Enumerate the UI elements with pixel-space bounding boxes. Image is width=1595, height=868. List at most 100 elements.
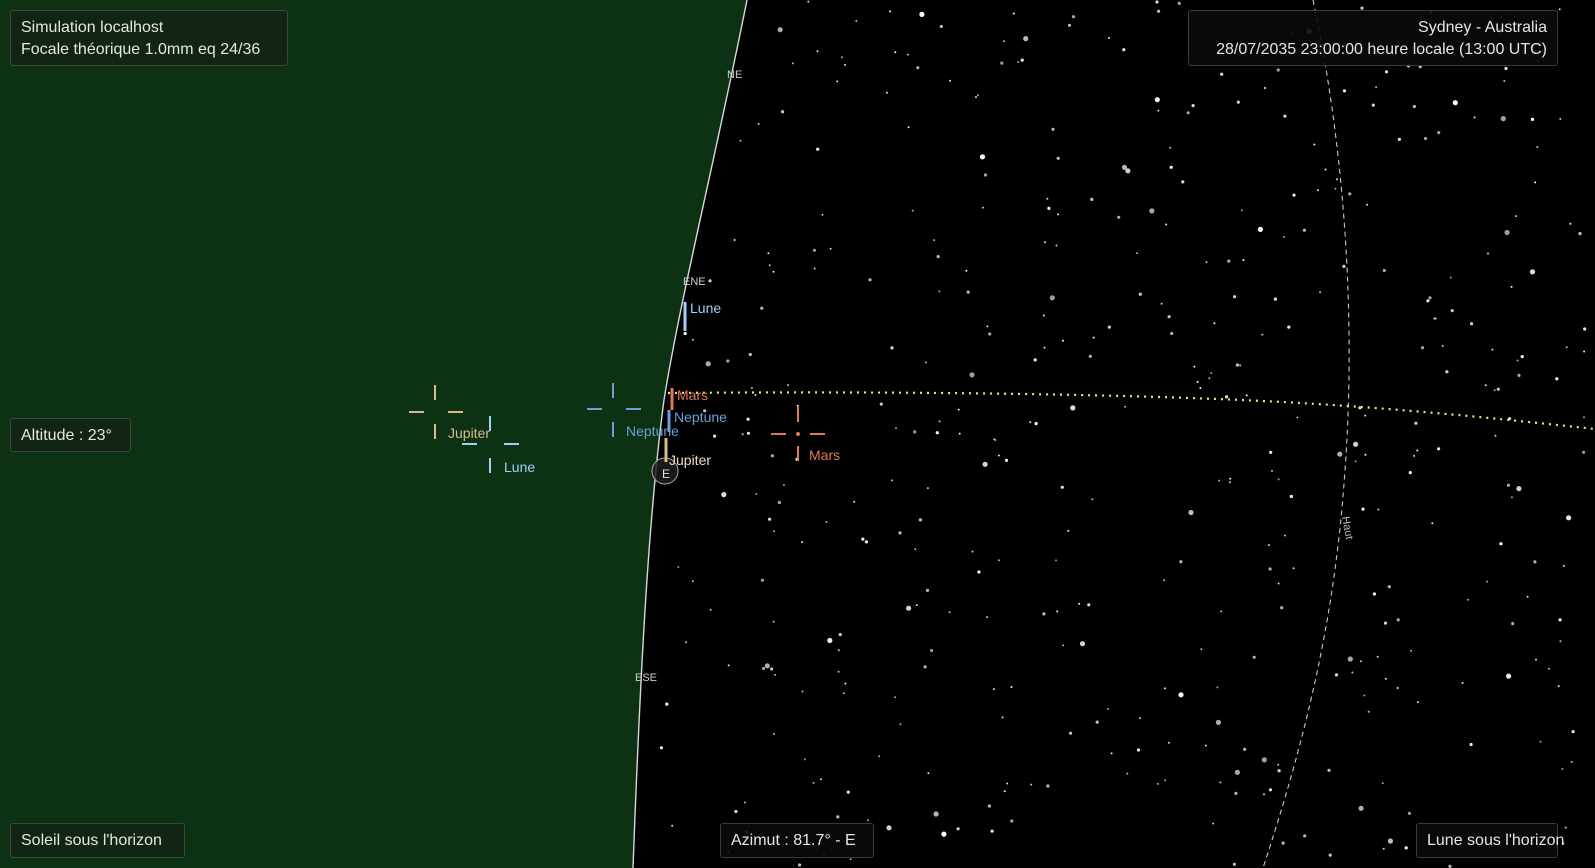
star [1396, 618, 1400, 622]
star [727, 664, 730, 667]
star [744, 801, 746, 804]
star [1450, 309, 1454, 313]
star [761, 666, 766, 671]
moon-status-text: Lune sous l'horizon [1427, 832, 1565, 849]
star [1569, 222, 1572, 225]
star [1055, 244, 1058, 247]
star [1364, 453, 1367, 456]
star [855, 19, 858, 22]
moon-reticle-label: Lune [504, 459, 535, 475]
star [748, 352, 752, 357]
star [1515, 215, 1518, 218]
star [1136, 748, 1141, 752]
star [1092, 336, 1095, 339]
star [733, 239, 736, 241]
star [1578, 232, 1582, 236]
star [1404, 846, 1408, 850]
star [1555, 377, 1559, 381]
star [1164, 687, 1166, 690]
moon-horizon-label[interactable]: Lune [690, 300, 721, 316]
star [1044, 241, 1046, 244]
star [1559, 117, 1562, 120]
star [1410, 649, 1412, 652]
star [868, 278, 872, 282]
neptune-reticle[interactable] [587, 383, 641, 437]
star [1225, 395, 1229, 399]
star [906, 53, 909, 56]
star [1046, 784, 1050, 788]
sun-status-text: Soleil sous l'horizon [21, 832, 162, 849]
star [1562, 842, 1565, 845]
star [836, 815, 840, 819]
star [914, 548, 917, 551]
star [1229, 481, 1231, 484]
star [1169, 146, 1172, 149]
star [889, 10, 892, 13]
star [1363, 694, 1366, 697]
star [1079, 641, 1086, 647]
star [768, 517, 772, 521]
star [1284, 534, 1286, 537]
star [1055, 559, 1057, 562]
star [838, 633, 842, 637]
star [1354, 460, 1357, 463]
star [1583, 416, 1585, 419]
star [1121, 164, 1128, 170]
star [988, 332, 992, 336]
star [1387, 838, 1393, 844]
star [677, 566, 680, 568]
star [1030, 783, 1033, 786]
star [986, 325, 989, 328]
star [1191, 104, 1195, 108]
star [1268, 788, 1273, 792]
star [820, 778, 822, 781]
star [853, 500, 856, 503]
meridian-line [1262, 0, 1350, 868]
star [1384, 677, 1387, 680]
star [816, 147, 820, 151]
star [1125, 168, 1131, 174]
star [1319, 291, 1322, 294]
star [709, 608, 712, 611]
star [1138, 292, 1142, 296]
star [1220, 72, 1224, 76]
star [1034, 422, 1038, 426]
star [1361, 507, 1365, 511]
star [938, 290, 941, 293]
star [1001, 716, 1004, 719]
star [1257, 226, 1263, 232]
star [1359, 660, 1362, 663]
star [1193, 365, 1196, 368]
star [867, 819, 869, 822]
neptune-horizon-label[interactable]: Neptune [674, 409, 727, 425]
moon-reticle[interactable] [462, 416, 519, 473]
jupiter-reticle[interactable] [409, 385, 463, 439]
star [1087, 603, 1091, 607]
star [1276, 68, 1280, 72]
star [1163, 579, 1166, 582]
location-time-panel: Sydney - Australia 28/07/2035 23:00:00 h… [1188, 10, 1558, 66]
star [1156, 782, 1159, 785]
star [844, 63, 847, 66]
jupiter-horizon-label[interactable]: Jupiter [669, 452, 711, 468]
star [1282, 236, 1285, 238]
star [1334, 187, 1337, 190]
star [755, 493, 758, 495]
star [1277, 478, 1280, 481]
mars-horizon-label[interactable]: Mars [677, 387, 708, 403]
star [956, 827, 960, 831]
mars-reticle[interactable] [771, 407, 825, 461]
star [1342, 264, 1346, 268]
star [898, 531, 902, 535]
star [801, 541, 804, 544]
star [1204, 744, 1207, 747]
star [841, 56, 844, 59]
simulation-info-panel: Simulation localhost Focale théorique 1.… [10, 10, 288, 66]
mars-reticle-label: Mars [809, 447, 840, 463]
star [918, 518, 923, 522]
star [849, 858, 852, 861]
star [1268, 567, 1272, 571]
star [1441, 345, 1444, 347]
star [933, 811, 939, 817]
